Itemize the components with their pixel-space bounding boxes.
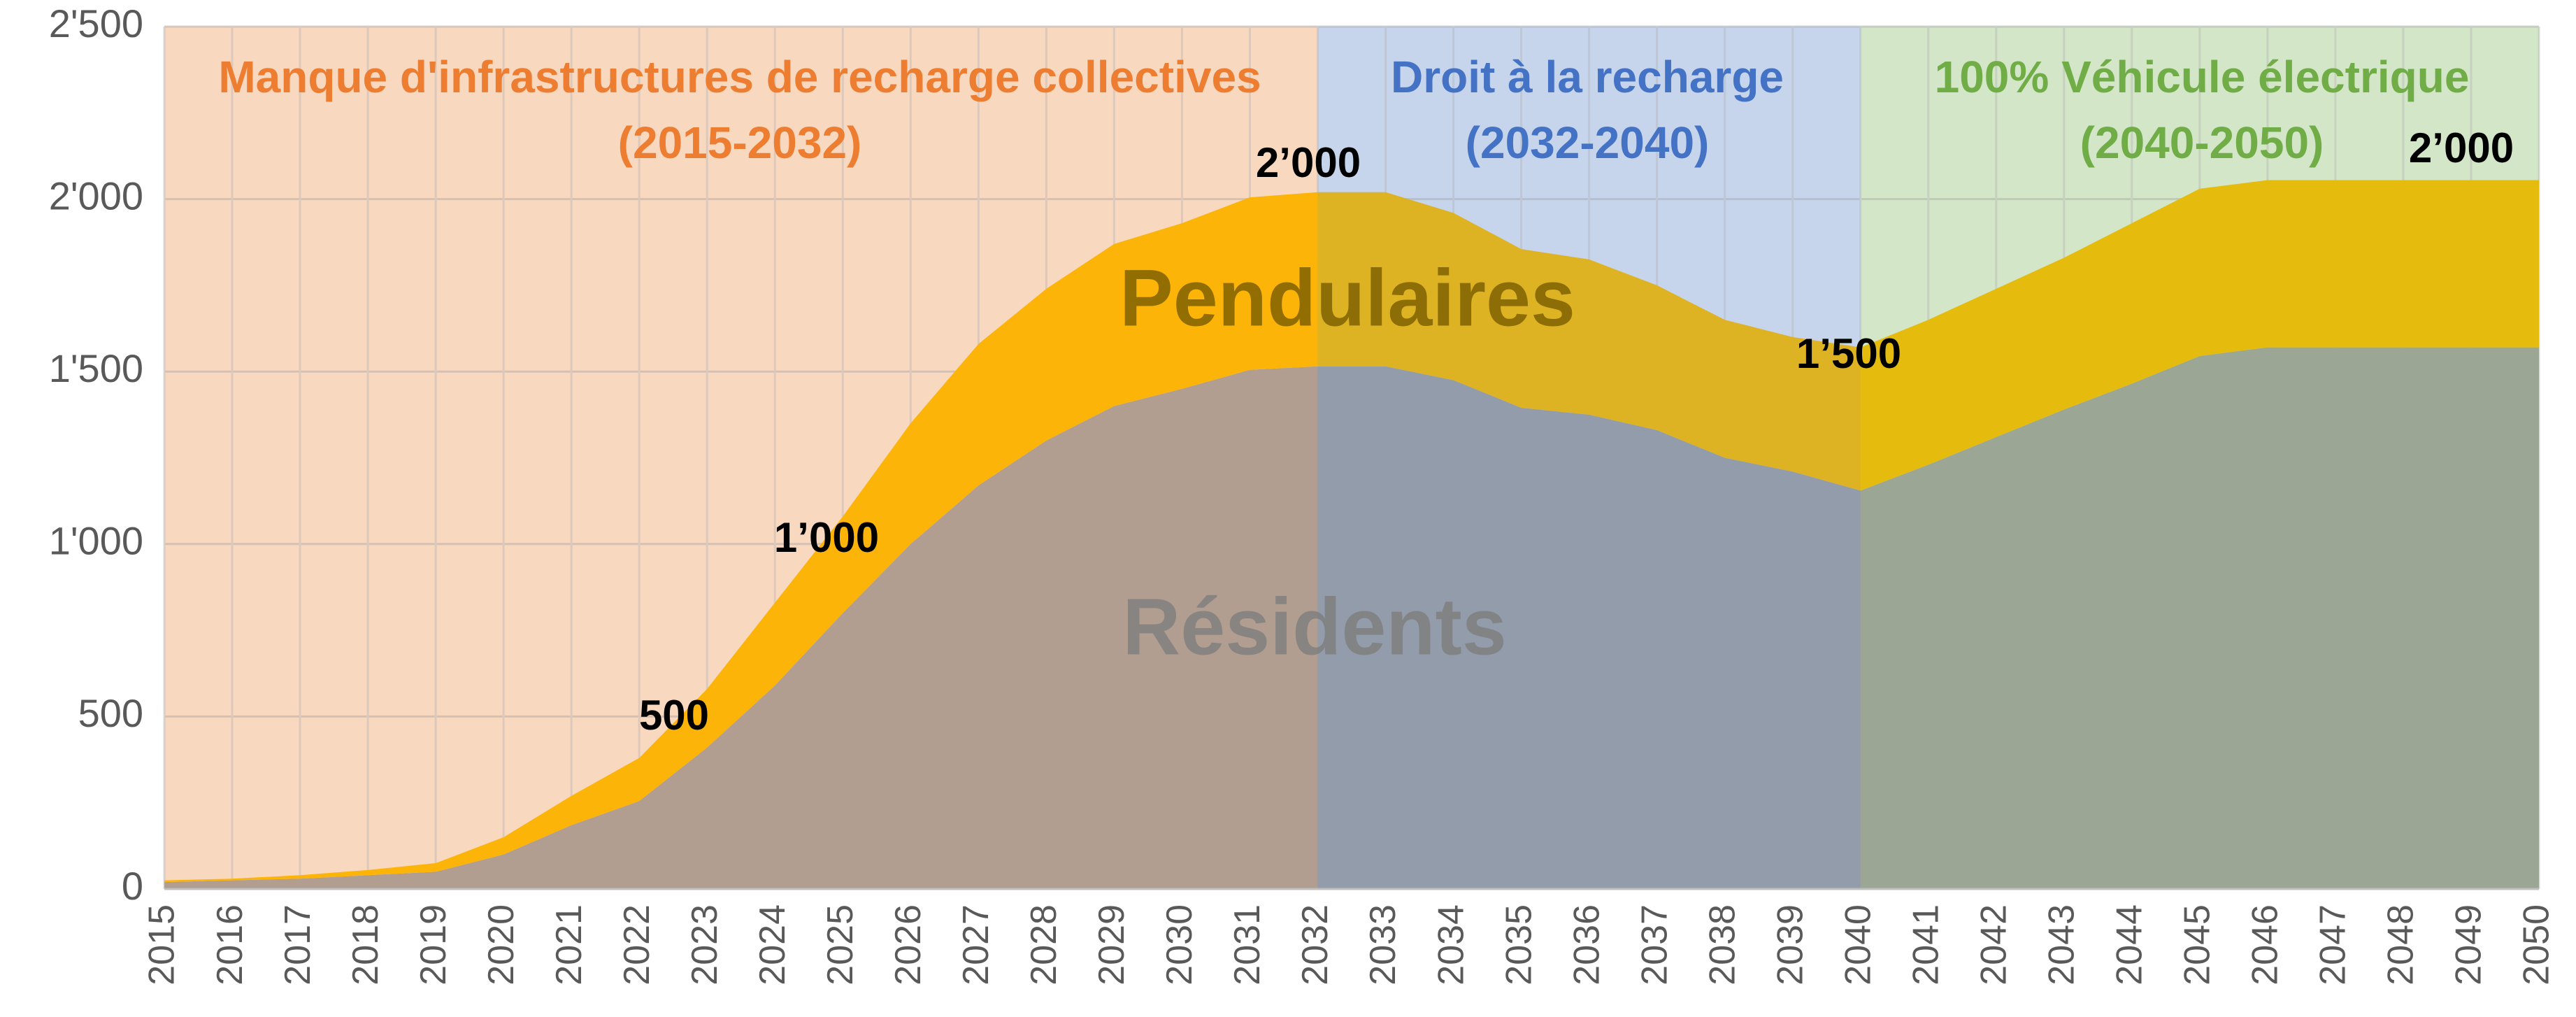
series-label: Pendulaires <box>1119 253 1575 343</box>
x-tick-label: 2023 <box>685 904 725 986</box>
y-tick-label: 0 <box>122 864 143 908</box>
x-tick-label: 2015 <box>142 904 183 986</box>
region-overlay <box>1317 27 1861 889</box>
x-tick-label: 2046 <box>2245 904 2286 986</box>
annotation: 500 <box>639 692 709 739</box>
region-label: Droit à la recharge <box>1391 52 1784 102</box>
x-tick-label: 2047 <box>2313 904 2354 986</box>
annotation: 1’000 <box>774 514 879 561</box>
x-tick-label: 2038 <box>1702 904 1743 986</box>
x-tick-label: 2044 <box>2110 904 2150 986</box>
region-period: (2032-2040) <box>1466 118 1710 168</box>
annotation: 2’000 <box>2409 125 2514 171</box>
x-tick-label: 2024 <box>752 904 793 986</box>
y-tick-label: 2'000 <box>49 173 143 218</box>
y-tick-label: 2'500 <box>49 1 143 45</box>
area <box>164 180 2539 883</box>
annotation: 2’000 <box>1256 139 1361 186</box>
x-tick-label: 2040 <box>1838 904 1878 986</box>
x-tick-label: 2036 <box>1566 904 1607 986</box>
y-tick-label: 500 <box>78 691 143 735</box>
y-tick-label: 1'500 <box>49 346 143 390</box>
x-tick-label: 2043 <box>2042 904 2082 986</box>
x-tick-label: 2033 <box>1363 904 1403 986</box>
x-tick-label: 2016 <box>210 904 250 986</box>
x-tick-label: 2042 <box>1974 904 2015 986</box>
region-overlay <box>164 27 1318 889</box>
x-tick-label: 2050 <box>2517 904 2557 986</box>
x-tick-label: 2032 <box>1295 904 1336 986</box>
y-tick-label: 1'000 <box>49 519 143 563</box>
area <box>164 347 2539 889</box>
x-tick-label: 2035 <box>1498 904 1539 986</box>
x-tick-label: 2018 <box>345 904 386 986</box>
x-tick-label: 2027 <box>956 904 996 986</box>
x-tick-label: 2039 <box>1770 904 1810 986</box>
x-tick-label: 2041 <box>1905 904 1946 986</box>
x-tick-label: 2034 <box>1431 904 1471 986</box>
x-tick-label: 2048 <box>2381 904 2421 986</box>
annotation: 1’500 <box>1796 330 1901 377</box>
x-tick-label: 2049 <box>2449 904 2489 986</box>
x-tick-label: 2020 <box>481 904 522 986</box>
x-tick-label: 2030 <box>1159 904 1200 986</box>
x-tick-label: 2028 <box>1024 904 1064 986</box>
series-label: Résidents <box>1122 582 1507 671</box>
x-tick-label: 2029 <box>1092 904 1132 986</box>
x-tick-label: 2031 <box>1227 904 1268 986</box>
x-tick-label: 2025 <box>820 904 861 986</box>
x-tick-label: 2037 <box>1634 904 1675 986</box>
x-tick-label: 2045 <box>2177 904 2218 986</box>
region-label: 100% Véhicule électrique <box>1935 52 2470 102</box>
region-period: (2040-2050) <box>2080 118 2324 168</box>
x-tick-label: 2022 <box>617 904 657 986</box>
region-overlay <box>1860 27 2539 889</box>
region-period: (2015-2032) <box>618 118 862 168</box>
x-tick-label: 2017 <box>278 904 318 986</box>
region-label: Manque d'infrastructures de recharge col… <box>218 52 1261 102</box>
x-tick-label: 2019 <box>413 904 454 986</box>
x-tick-label: 2021 <box>549 904 589 986</box>
x-tick-label: 2026 <box>888 904 929 986</box>
